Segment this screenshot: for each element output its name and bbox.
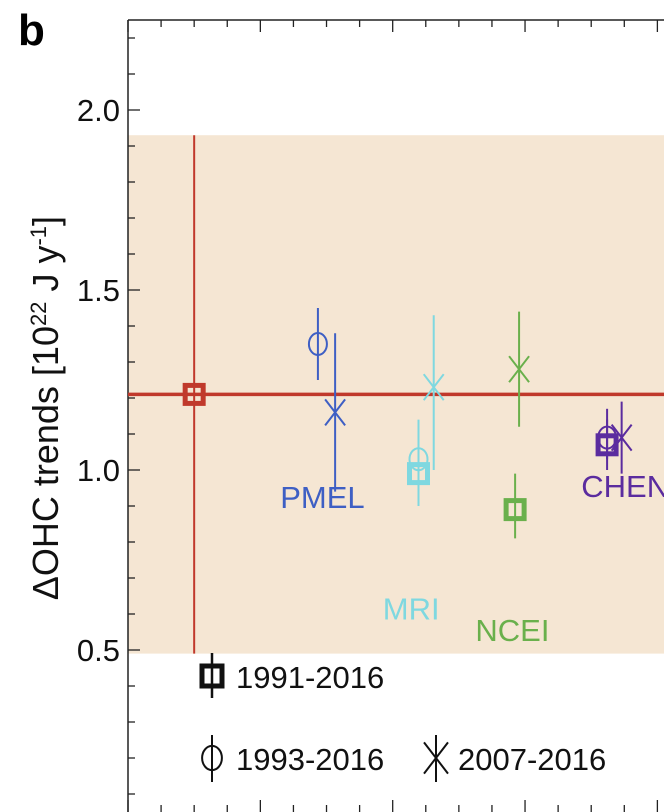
dataset-label: NCEI	[475, 613, 549, 648]
y-tick-label: 1.5	[77, 273, 120, 308]
y-tick-label: 1.0	[77, 453, 120, 488]
y-tick-label: 0.5	[77, 633, 120, 668]
dataset-label: MRI	[383, 591, 440, 626]
cross-marker	[422, 373, 445, 401]
legend-label: 1993-2016	[236, 742, 384, 777]
y-axis-title: ΔOHC trends [1022 J y-1]	[25, 216, 66, 600]
legend-square-marker	[199, 663, 225, 689]
square-marker	[503, 498, 527, 522]
legend-cross-marker	[423, 741, 449, 775]
legend-circle-marker	[201, 744, 223, 772]
dataset-label: CHEN	[581, 469, 664, 504]
dataset-label: PMEL	[280, 480, 364, 515]
legend-label: 2007-2016	[458, 742, 606, 777]
panel-label: b	[18, 6, 45, 55]
legend-label: 1991-2016	[236, 660, 384, 695]
circle-marker	[307, 332, 328, 356]
cross-marker	[324, 398, 346, 427]
y-tick-label: 2.0	[77, 93, 120, 128]
square-marker	[406, 462, 430, 486]
square-marker	[182, 382, 206, 406]
cross-marker	[508, 355, 530, 383]
cross-marker	[610, 423, 633, 452]
circle-marker	[597, 425, 618, 450]
